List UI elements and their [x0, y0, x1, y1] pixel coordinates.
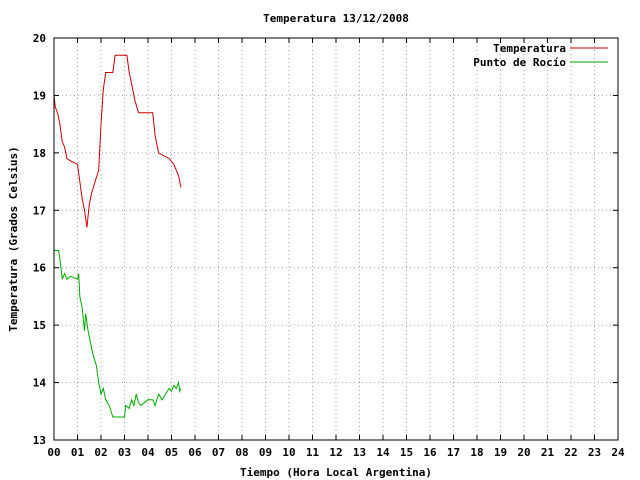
x-tick-label: 22	[564, 446, 577, 459]
x-tick-label: 14	[376, 446, 390, 459]
y-axis-label: Temperatura (Grados Celsius)	[7, 146, 20, 331]
tick-layer: 00 01 02 03 04 05 06 07 08 09 10 11 12 13 14 15 16 17 18 19…	[33, 32, 625, 459]
x-tick-label: 06	[188, 446, 202, 459]
y-tick-label: 13	[33, 434, 46, 447]
y-tick-label: 20	[33, 32, 46, 45]
x-axis-label: Tiempo (Hora Local Argentina)	[240, 466, 432, 479]
series-line-punto-de-rocio	[54, 250, 182, 418]
legend-label-temperatura: Temperatura	[493, 42, 566, 55]
y-tick-label: 19	[33, 89, 46, 102]
x-tick-label: 20	[517, 446, 530, 459]
x-tick-label: 10	[282, 446, 295, 459]
x-tick-label: 19	[494, 446, 507, 459]
x-tick-label: 15	[400, 446, 413, 459]
y-tick-label: 18	[33, 147, 46, 160]
x-tick-label: 03	[118, 446, 131, 459]
y-tick-label: 14	[33, 377, 47, 390]
y-tick-label: 15	[33, 319, 46, 332]
x-tick-label: 08	[235, 446, 248, 459]
grid	[54, 38, 618, 440]
y-tick-label: 16	[33, 262, 47, 275]
y-tick-label: 17	[33, 204, 46, 217]
x-tick-label: 17	[447, 446, 460, 459]
x-tick-label: 16	[423, 446, 437, 459]
x-tick-label: 05	[165, 446, 178, 459]
x-tick-label: 04	[141, 446, 155, 459]
x-tick-label: 02	[94, 446, 107, 459]
legend: Temperatura Punto de Rocío	[473, 42, 608, 69]
series-line-temperatura	[53, 54, 182, 228]
legend-label-punto-de-rocio: Punto de Rocío	[473, 56, 566, 69]
x-tick-label: 00	[47, 446, 60, 459]
x-tick-label: 07	[212, 446, 225, 459]
x-tick-label: 23	[588, 446, 601, 459]
x-tick-label: 12	[329, 446, 342, 459]
x-tick-label: 18	[470, 446, 483, 459]
x-tick-label: 09	[259, 446, 272, 459]
chart-title: Temperatura 13/12/2008	[263, 12, 409, 25]
x-tick-label: 01	[71, 446, 85, 459]
x-tick-label: 21	[541, 446, 555, 459]
x-tick-label: 24	[611, 446, 625, 459]
series-layer	[53, 54, 182, 418]
x-tick-label: 13	[353, 446, 366, 459]
x-tick-label: 11	[306, 446, 320, 459]
